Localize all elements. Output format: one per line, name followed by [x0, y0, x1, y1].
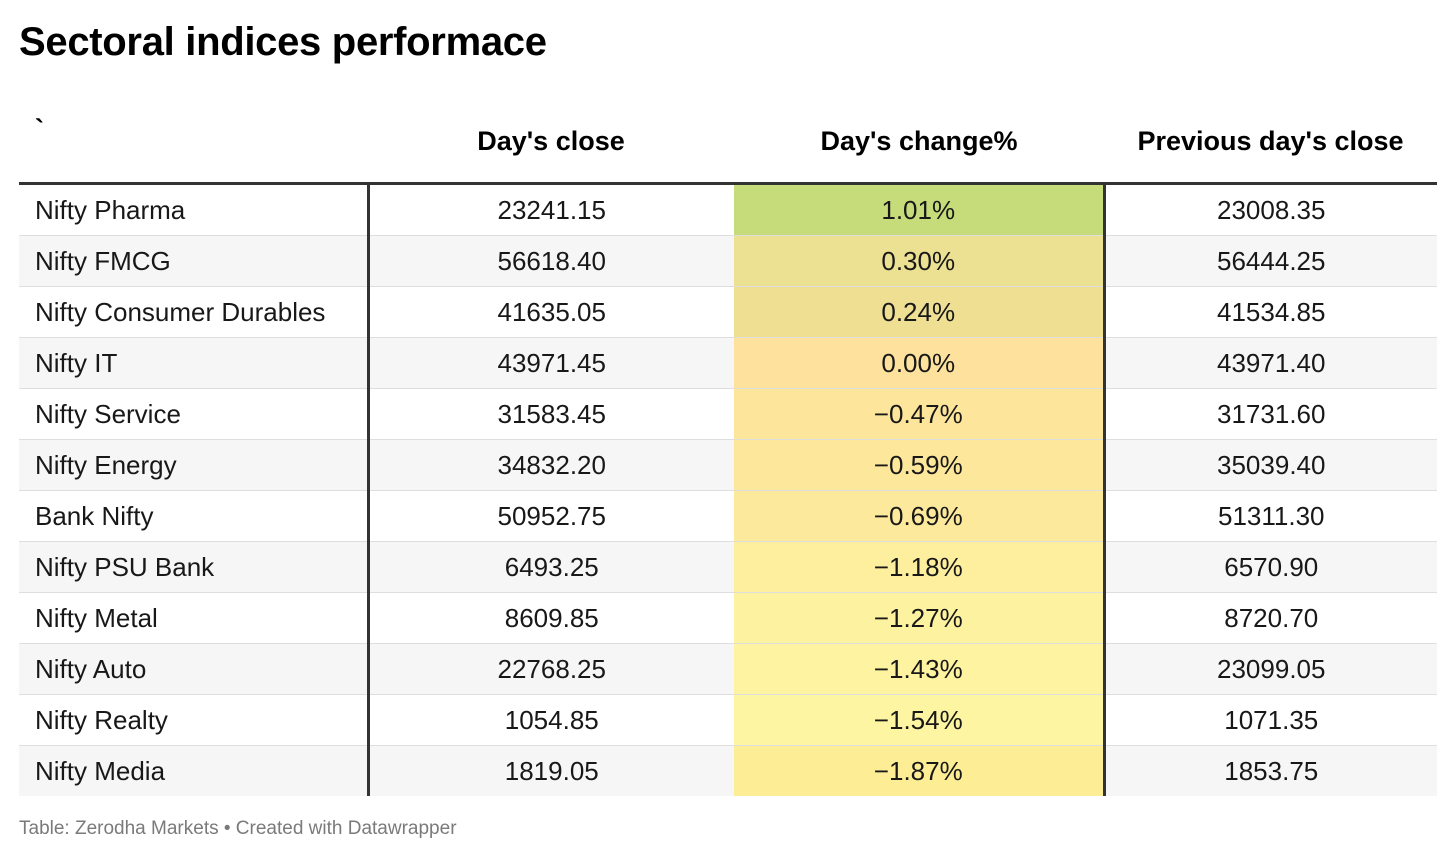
table-row: Nifty Auto 22768.25 −1.43% 23099.05	[19, 643, 1437, 695]
cell-days-change: −0.47%	[734, 388, 1106, 440]
table-row: Nifty Media 1819.05 −1.87% 1853.75	[19, 745, 1437, 796]
cell-days-close: 1054.85	[368, 694, 734, 746]
header-row: ` Day's close Day's change% Previous day…	[19, 100, 1437, 185]
cell-days-change: 0.00%	[734, 337, 1106, 389]
cell-days-change: 0.24%	[734, 286, 1106, 338]
cell-days-close: 50952.75	[368, 490, 734, 542]
cell-index-name: Nifty Auto	[19, 643, 370, 695]
table-row: Nifty FMCG 56618.40 0.30% 56444.25	[19, 235, 1437, 287]
cell-days-close: 8609.85	[368, 592, 734, 644]
chart-title: Sectoral indices performace	[19, 20, 547, 64]
header-days-close[interactable]: Day's close	[368, 100, 734, 185]
table-row: Bank Nifty 50952.75 −0.69% 51311.30	[19, 490, 1437, 542]
header-days-change[interactable]: Day's change%	[734, 100, 1104, 185]
cell-days-change: 1.01%	[734, 183, 1106, 236]
cell-index-name: Nifty Consumer Durables	[19, 286, 370, 338]
table-row: Nifty Energy 34832.20 −0.59% 35039.40	[19, 439, 1437, 491]
table-body: Nifty Pharma 23241.15 1.01% 23008.35 Nifty F…	[19, 183, 1437, 796]
cell-days-close: 1819.05	[368, 745, 734, 796]
cell-days-close: 56618.40	[368, 235, 734, 287]
cell-index-name: Bank Nifty	[19, 490, 370, 542]
cell-index-name: Nifty IT	[19, 337, 370, 389]
cell-index-name: Nifty Service	[19, 388, 370, 440]
table-row: Nifty PSU Bank 6493.25 −1.18% 6570.90	[19, 541, 1437, 593]
table-row: Nifty IT 43971.45 0.00% 43971.40	[19, 337, 1437, 389]
cell-previous-close: 1853.75	[1104, 745, 1437, 796]
cell-previous-close: 51311.30	[1104, 490, 1437, 542]
table-row: Nifty Pharma 23241.15 1.01% 23008.35	[19, 183, 1437, 236]
cell-previous-close: 56444.25	[1104, 235, 1437, 287]
table-row: Nifty Realty 1054.85 −1.54% 1071.35	[19, 694, 1437, 746]
cell-previous-close: 23099.05	[1104, 643, 1437, 695]
header-previous-close[interactable]: Previous day's close	[1104, 100, 1437, 185]
header-name[interactable]: `	[19, 100, 368, 185]
cell-days-close: 6493.25	[368, 541, 734, 593]
cell-days-change: −1.87%	[734, 745, 1106, 796]
cell-days-change: −1.54%	[734, 694, 1106, 746]
cell-days-close: 41635.05	[368, 286, 734, 338]
cell-days-close: 22768.25	[368, 643, 734, 695]
cell-days-change: −1.27%	[734, 592, 1106, 644]
cell-index-name: Nifty Realty	[19, 694, 370, 746]
sector-performance-table: ` Day's close Day's change% Previous day…	[19, 100, 1437, 796]
table-header: ` Day's close Day's change% Previous day…	[19, 100, 1437, 185]
cell-days-change: −0.69%	[734, 490, 1106, 542]
cell-days-close: 43971.45	[368, 337, 734, 389]
cell-days-change: −1.18%	[734, 541, 1106, 593]
table-row: Nifty Service 31583.45 −0.47% 31731.60	[19, 388, 1437, 440]
cell-days-change: −0.59%	[734, 439, 1106, 491]
cell-previous-close: 6570.90	[1104, 541, 1437, 593]
cell-index-name: Nifty Energy	[19, 439, 370, 491]
cell-previous-close: 41534.85	[1104, 286, 1437, 338]
cell-previous-close: 31731.60	[1104, 388, 1437, 440]
cell-previous-close: 8720.70	[1104, 592, 1437, 644]
cell-previous-close: 23008.35	[1104, 183, 1437, 236]
cell-days-close: 31583.45	[368, 388, 734, 440]
cell-index-name: Nifty Pharma	[19, 183, 370, 236]
cell-previous-close: 35039.40	[1104, 439, 1437, 491]
table-row: Nifty Consumer Durables 41635.05 0.24% 4153…	[19, 286, 1437, 338]
cell-index-name: Nifty Media	[19, 745, 370, 796]
cell-index-name: Nifty Metal	[19, 592, 370, 644]
cell-days-close: 34832.20	[368, 439, 734, 491]
cell-days-close: 23241.15	[368, 183, 734, 236]
cell-previous-close: 1071.35	[1104, 694, 1437, 746]
cell-days-change: 0.30%	[734, 235, 1106, 287]
source-footer: Table: Zerodha Markets • Created with Da…	[19, 818, 457, 839]
cell-index-name: Nifty FMCG	[19, 235, 370, 287]
cell-previous-close: 43971.40	[1104, 337, 1437, 389]
table-row: Nifty Metal 8609.85 −1.27% 8720.70	[19, 592, 1437, 644]
data-table-container: ` Day's close Day's change% Previous day…	[19, 100, 1437, 796]
cell-index-name: Nifty PSU Bank	[19, 541, 370, 593]
cell-days-change: −1.43%	[734, 643, 1106, 695]
